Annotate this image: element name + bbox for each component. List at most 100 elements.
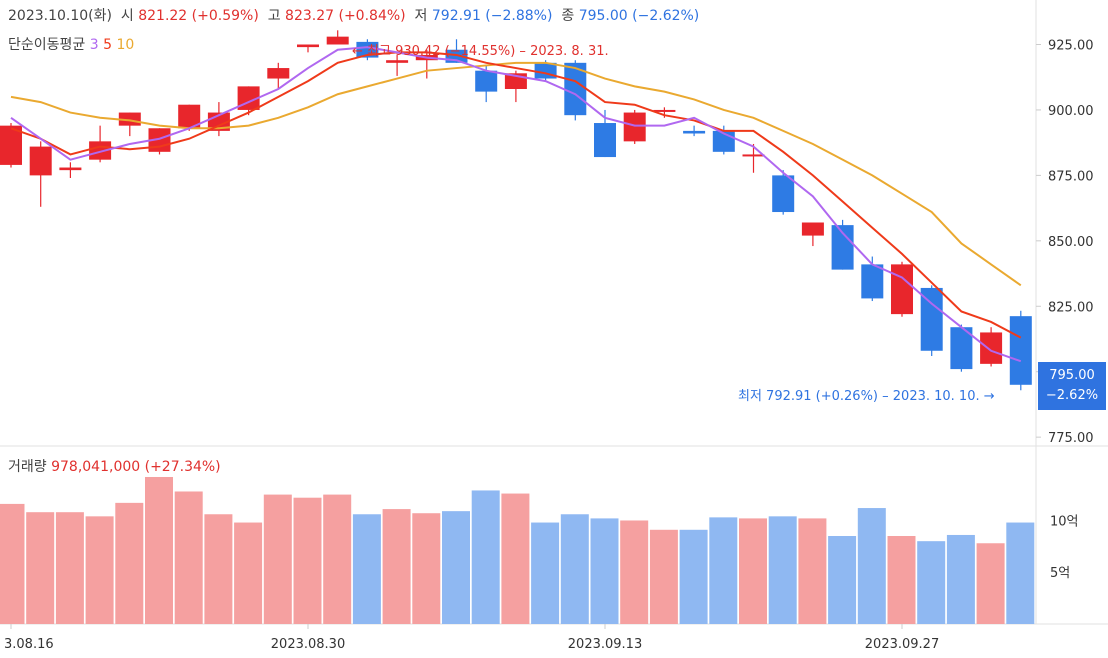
candle-body [326, 36, 349, 45]
volume-bar [174, 491, 203, 624]
candle-body [861, 264, 884, 299]
volume-bar [501, 493, 530, 624]
volume-bar [55, 512, 84, 624]
volume-bar [531, 522, 560, 624]
candle-body [801, 222, 824, 236]
candle-body [267, 68, 290, 79]
candle-body [980, 332, 1003, 364]
ma-legend-label: 단순이동평균 [8, 37, 86, 53]
ma3-legend: 3 [89, 37, 99, 53]
high-annotation: ← 최고 930.42 (−14.55%) – 2023. 8. 31. [352, 44, 609, 59]
volume-label: 거래량 [8, 459, 47, 475]
volume-bar [115, 502, 144, 624]
close-label: 종 [561, 8, 575, 24]
ohlc-header: 2023.10.10(화) 시 821.22 (+0.59%) 고 823.27… [8, 5, 699, 25]
volume-bar [739, 518, 767, 624]
candle-body [564, 62, 587, 116]
current-price-tag: 795.00 −2.62% [1038, 362, 1106, 410]
volume-tick-label: 10억 [1050, 514, 1079, 529]
volume-bar [293, 497, 322, 624]
open-value: 821.22 (+0.59%) [138, 8, 259, 24]
moving-average-legend[interactable]: 단순이동평균 3 5 10 [8, 34, 134, 54]
volume-bar [85, 516, 114, 624]
volume-bar [382, 509, 411, 624]
low-value: 792.91 (−2.88%) [431, 8, 553, 24]
price-tick-label: 875.00 [1048, 169, 1094, 184]
candle-body [297, 44, 319, 48]
price-tick-label: 850.00 [1048, 235, 1094, 250]
candle-body [742, 154, 765, 157]
open-label: 시 [120, 8, 134, 24]
volume-bar [263, 494, 292, 624]
volume-bar [709, 517, 738, 624]
volume-bar [946, 534, 975, 624]
volume-bar [204, 514, 233, 624]
volume-bar [887, 536, 916, 624]
ma5-legend: 5 [103, 37, 113, 53]
current-price-value: 795.00 [1049, 368, 1095, 383]
volume-bar [323, 494, 352, 624]
time-tick-label: 3.08.16 [4, 637, 54, 652]
candle-body [386, 60, 409, 63]
candle-body [831, 225, 854, 270]
candle-body [0, 125, 22, 165]
volume-bar [917, 541, 946, 624]
ma10-legend: 10 [116, 37, 135, 53]
candle-body [623, 112, 646, 142]
candle-body [891, 264, 913, 315]
price-tick-label: 900.00 [1048, 104, 1094, 119]
current-price-change: −2.62% [1045, 388, 1099, 403]
volume-tick-label: 5억 [1050, 566, 1070, 581]
volume-bar [620, 520, 649, 624]
volume-bar [679, 529, 708, 624]
price-tick-label: 925.00 [1048, 39, 1094, 54]
candle-body [653, 109, 676, 112]
time-tick-label: 2023.09.27 [865, 637, 939, 652]
header-date: 2023.10.10(화) [8, 8, 112, 24]
volume-bar [145, 476, 173, 624]
high-label: 고 [267, 8, 281, 24]
low-label: 저 [414, 8, 428, 24]
volume-bar [234, 522, 263, 624]
candle-body [1009, 316, 1032, 385]
volume-bar [26, 512, 55, 624]
candle-body [772, 175, 795, 213]
volume-bar [590, 518, 619, 624]
volume-bars [0, 476, 1035, 624]
candle-body [683, 130, 706, 134]
candle-body [29, 146, 52, 176]
volume-bar [798, 518, 827, 624]
price-tick-label: 825.00 [1048, 300, 1094, 315]
candlesticks [0, 30, 1032, 391]
moving-averages [10, 46, 1022, 363]
candle-body [59, 167, 82, 171]
candle-body [920, 287, 943, 351]
volume-bar [412, 513, 441, 624]
candle-body [594, 123, 616, 158]
ma3-line [10, 46, 1022, 363]
high-value: 823.27 (+0.84%) [285, 8, 406, 24]
close-value: 795.00 (−2.62%) [578, 8, 700, 24]
volume-bar [768, 516, 797, 624]
volume-bar [649, 529, 678, 624]
volume-bar [560, 514, 589, 624]
candle-body [178, 104, 201, 129]
volume-bar [857, 508, 886, 624]
ma5-line [10, 51, 1022, 339]
volume-legend: 거래량 978,041,000 (+27.34%) [8, 456, 221, 476]
low-annotation: 최저 792.91 (+0.26%) – 2023. 10. 10. → [738, 389, 995, 404]
volume-bar [828, 536, 857, 624]
volume-value: 978,041,000 (+27.34%) [51, 459, 221, 475]
volume-bar [471, 490, 500, 624]
price-tick-label: 775.00 [1048, 431, 1094, 446]
candle-body [475, 70, 498, 92]
time-tick-label: 2023.09.13 [568, 637, 642, 652]
volume-bar [0, 503, 25, 624]
volume-bar [1006, 522, 1035, 624]
candle-body [89, 141, 112, 160]
candle-body [950, 327, 973, 370]
ma10-line [10, 61, 1022, 287]
time-tick-label: 2023.08.30 [271, 637, 345, 652]
volume-bar [442, 511, 470, 624]
